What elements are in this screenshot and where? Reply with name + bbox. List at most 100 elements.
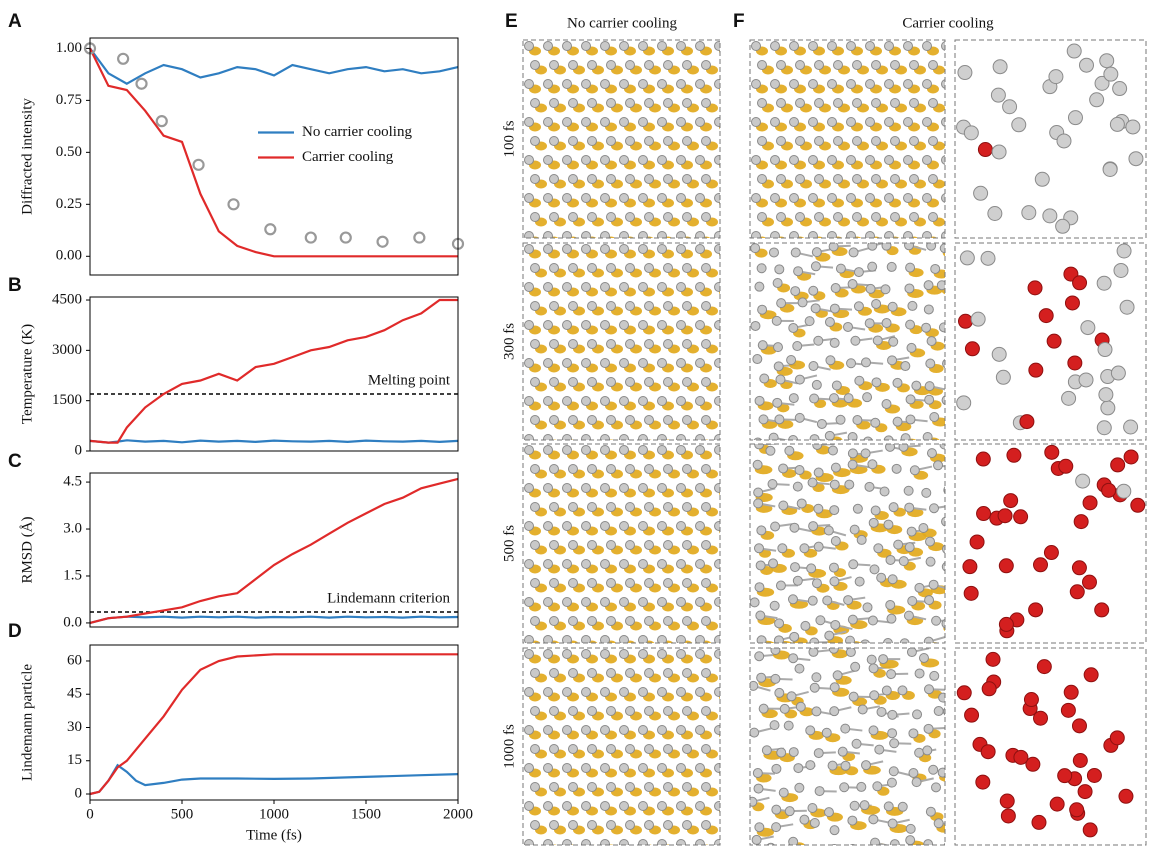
- atom: [858, 705, 867, 714]
- atom: [778, 544, 787, 553]
- bond: [837, 659, 854, 661]
- atom: [550, 264, 559, 273]
- charge-density: [946, 364, 960, 373]
- atom: [830, 480, 839, 489]
- charge-density: [725, 459, 737, 468]
- atom: [721, 137, 730, 146]
- atom: [696, 359, 705, 368]
- atom: [715, 359, 724, 368]
- atom: [1064, 685, 1078, 699]
- atom: [550, 669, 559, 678]
- y-tick-label: 0.0: [63, 614, 82, 630]
- atom: [923, 746, 932, 755]
- charge-density: [738, 440, 750, 449]
- atom: [1061, 703, 1075, 717]
- atom: [774, 362, 783, 371]
- charge-density: [914, 256, 926, 265]
- atom: [885, 118, 894, 127]
- atom: [569, 503, 578, 512]
- atom: [1126, 120, 1140, 134]
- structure: [957, 244, 1138, 435]
- atom: [740, 251, 749, 260]
- atom: [771, 118, 780, 127]
- atom: [664, 707, 673, 716]
- atom: [588, 378, 597, 387]
- atom: [639, 359, 648, 368]
- atom: [696, 156, 705, 165]
- atom: [957, 686, 971, 700]
- atom: [525, 650, 534, 659]
- charge-density: [725, 546, 737, 555]
- charge-density: [971, 66, 983, 75]
- atom: [664, 669, 673, 678]
- bond: [945, 247, 962, 249]
- atom: [1049, 70, 1063, 84]
- atom: [814, 468, 823, 477]
- atom: [919, 653, 928, 662]
- atom: [702, 617, 711, 626]
- atom: [683, 340, 692, 349]
- atom: [563, 598, 572, 607]
- atom: [531, 707, 540, 716]
- charge-density: [725, 470, 737, 479]
- atom: [525, 726, 534, 735]
- charge-density: [719, 655, 731, 664]
- atom: [639, 840, 648, 848]
- atom: [929, 765, 938, 774]
- atom: [929, 251, 938, 260]
- atom: [887, 778, 896, 787]
- atom: [544, 118, 553, 127]
- atom: [639, 194, 648, 203]
- atom: [683, 137, 692, 146]
- atom: [860, 801, 869, 810]
- atom: [658, 598, 667, 607]
- atom: [702, 264, 711, 273]
- atom: [683, 416, 692, 425]
- atom: [924, 724, 933, 733]
- atom: [683, 783, 692, 792]
- atom: [734, 80, 743, 89]
- atom: [961, 760, 970, 769]
- atom: [563, 764, 572, 773]
- atom: [967, 175, 976, 184]
- figure: E No carrier cooling F Carrier cooling A…: [0, 0, 1149, 848]
- atom: [906, 395, 915, 404]
- atom: [756, 611, 765, 620]
- atom: [721, 302, 730, 311]
- atom: [582, 156, 591, 165]
- atom: [550, 302, 559, 311]
- charge-density: [946, 85, 958, 94]
- atom: [544, 42, 553, 51]
- charge-density: [725, 712, 737, 721]
- atom: [853, 61, 862, 70]
- atom: [790, 42, 799, 51]
- atom: [1029, 603, 1043, 617]
- atom: [702, 302, 711, 311]
- atom: [582, 42, 591, 51]
- atom: [886, 555, 895, 564]
- atom: [815, 137, 824, 146]
- atom: [945, 437, 954, 446]
- atom: [525, 598, 534, 607]
- atom: [740, 416, 749, 425]
- atom: [544, 522, 553, 531]
- atom: [967, 213, 976, 222]
- atom: [826, 356, 835, 365]
- atom: [967, 99, 976, 108]
- atom: [715, 560, 724, 569]
- y-tick-label: 1500: [52, 392, 82, 408]
- atom: [683, 61, 692, 70]
- atom: [904, 486, 913, 495]
- charge-density: [725, 66, 737, 75]
- atom: [1067, 44, 1081, 58]
- atom: [620, 522, 629, 531]
- atom: [620, 650, 629, 659]
- atom: [620, 560, 629, 569]
- charge-density: [962, 286, 975, 295]
- atom: [569, 541, 578, 550]
- atom: [924, 840, 933, 848]
- series-line: [90, 300, 458, 443]
- atom: [702, 213, 711, 222]
- atom: [873, 782, 882, 791]
- atom: [881, 285, 890, 294]
